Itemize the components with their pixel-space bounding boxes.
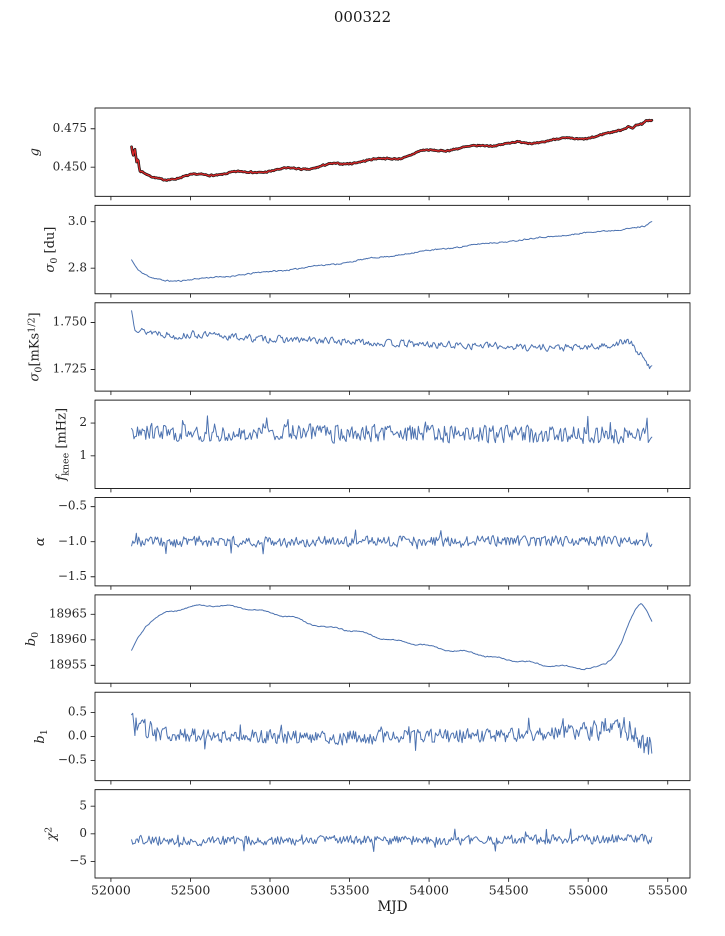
x-axis-label: MJD — [377, 899, 408, 915]
chart-title: 000322 — [333, 8, 392, 26]
